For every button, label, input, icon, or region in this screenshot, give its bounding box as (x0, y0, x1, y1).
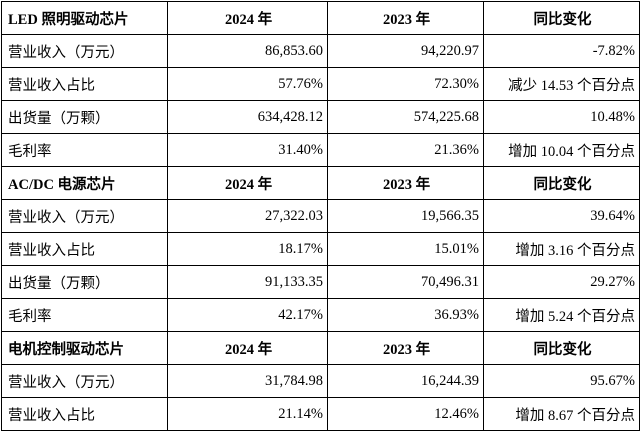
value-yoy: -7.82% (483, 34, 640, 68)
value-2024: 91,133.35 (167, 265, 328, 299)
value-2024: 42.17% (167, 298, 328, 332)
value-2023: 12.46% (327, 397, 484, 431)
column-header-2023: 2023 年 (327, 1, 484, 35)
value-yoy: 29.27% (483, 265, 640, 299)
value-yoy: 10.48% (483, 100, 640, 134)
column-header-2024: 2024 年 (167, 166, 328, 200)
value-yoy: 增加 10.04 个百分点 (483, 133, 640, 167)
value-2024: 57.76% (167, 67, 328, 101)
value-yoy: 增加 5.24 个百分点 (483, 298, 640, 332)
value-2023: 574,225.68 (327, 100, 484, 134)
table-row: 营业收入（万元） 27,322.03 19,566.35 39.64% (1, 199, 640, 233)
section-title: 电机控制驱动芯片 (1, 331, 168, 365)
row-label: 出货量（万颗） (1, 265, 168, 299)
value-2023: 15.01% (327, 232, 484, 266)
value-2023: 70,496.31 (327, 265, 484, 299)
table-row: 营业收入占比 21.14% 12.46% 增加 8.67 个百分点 (1, 397, 640, 431)
table-row: 营业收入占比 57.76% 72.30% 减少 14.53 个百分点 (1, 67, 640, 101)
column-header-yoy: 同比变化 (483, 331, 640, 365)
value-2024: 18.17% (167, 232, 328, 266)
value-yoy: 减少 14.53 个百分点 (483, 67, 640, 101)
row-label: 营业收入占比 (1, 232, 168, 266)
value-yoy: 39.64% (483, 199, 640, 233)
column-header-2023: 2023 年 (327, 166, 484, 200)
table-row: 出货量（万颗） 91,133.35 70,496.31 29.27% (1, 265, 640, 299)
value-2023: 94,220.97 (327, 34, 484, 68)
row-label: 毛利率 (1, 133, 168, 167)
chip-business-table: LED 照明驱动芯片 2024 年 2023 年 同比变化 营业收入（万元） 8… (1, 1, 640, 431)
value-2023: 21.36% (327, 133, 484, 167)
value-2024: 31.40% (167, 133, 328, 167)
value-2023: 36.93% (327, 298, 484, 332)
row-label: 毛利率 (1, 298, 168, 332)
table-row: 出货量（万颗） 634,428.12 574,225.68 10.48% (1, 100, 640, 134)
row-label: 营业收入占比 (1, 67, 168, 101)
value-yoy: 增加 3.16 个百分点 (483, 232, 640, 266)
value-yoy: 95.67% (483, 364, 640, 398)
column-header-yoy: 同比变化 (483, 1, 640, 35)
value-2024: 27,322.03 (167, 199, 328, 233)
row-label: 营业收入（万元） (1, 34, 168, 68)
row-label: 营业收入占比 (1, 397, 168, 431)
value-2023: 19,566.35 (327, 199, 484, 233)
row-label: 营业收入（万元） (1, 364, 168, 398)
table-row: 营业收入占比 18.17% 15.01% 增加 3.16 个百分点 (1, 232, 640, 266)
value-2024: 634,428.12 (167, 100, 328, 134)
section-header-acdc: AC/DC 电源芯片 2024 年 2023 年 同比变化 (1, 166, 640, 200)
column-header-2024: 2024 年 (167, 331, 328, 365)
value-2024: 21.14% (167, 397, 328, 431)
value-2023: 72.30% (327, 67, 484, 101)
row-label: 营业收入（万元） (1, 199, 168, 233)
column-header-yoy: 同比变化 (483, 166, 640, 200)
column-header-2024: 2024 年 (167, 1, 328, 35)
section-header-led: LED 照明驱动芯片 2024 年 2023 年 同比变化 (1, 1, 640, 35)
row-label: 出货量（万颗） (1, 100, 168, 134)
section-title: LED 照明驱动芯片 (1, 1, 168, 35)
table-row: 毛利率 31.40% 21.36% 增加 10.04 个百分点 (1, 133, 640, 167)
table-row: 营业收入（万元） 86,853.60 94,220.97 -7.82% (1, 34, 640, 68)
column-header-2023: 2023 年 (327, 331, 484, 365)
value-yoy: 增加 8.67 个百分点 (483, 397, 640, 431)
value-2024: 31,784.98 (167, 364, 328, 398)
table-row: 毛利率 42.17% 36.93% 增加 5.24 个百分点 (1, 298, 640, 332)
section-header-motor: 电机控制驱动芯片 2024 年 2023 年 同比变化 (1, 331, 640, 365)
value-2023: 16,244.39 (327, 364, 484, 398)
section-title: AC/DC 电源芯片 (1, 166, 168, 200)
table-row: 营业收入（万元） 31,784.98 16,244.39 95.67% (1, 364, 640, 398)
value-2024: 86,853.60 (167, 34, 328, 68)
